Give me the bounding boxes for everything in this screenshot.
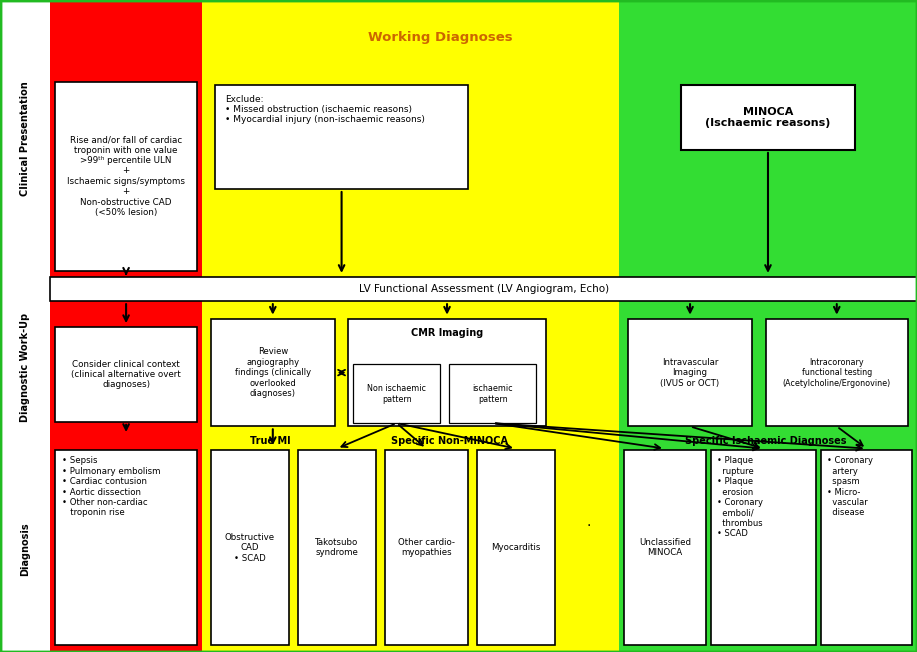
Text: Unclassified
MINOCA: Unclassified MINOCA xyxy=(639,538,691,557)
Text: Takotsubo
syndrome: Takotsubo syndrome xyxy=(315,538,359,557)
Text: • Plaque
  rupture
• Plaque
  erosion
• Coronary
  emboli/
  thrombus
• SCAD: • Plaque rupture • Plaque erosion • Coro… xyxy=(717,456,763,538)
Text: • Sepsis
• Pulmonary embolism
• Cardiac contusion
• Aortic dissection
• Other no: • Sepsis • Pulmonary embolism • Cardiac … xyxy=(62,456,160,518)
Bar xyxy=(766,319,908,426)
Text: Consider clinical context
(clinical alternative overt
diagnoses): Consider clinical context (clinical alte… xyxy=(72,360,181,389)
Text: Specific Non-MINOCA: Specific Non-MINOCA xyxy=(391,436,508,447)
Text: Obstructive
CAD
• SCAD: Obstructive CAD • SCAD xyxy=(225,533,275,563)
Text: Rise and/or fall of cardiac
troponin with one value
>99ᵗʰ percentile ULN
+
Ischa: Rise and/or fall of cardiac troponin wit… xyxy=(67,135,185,217)
Text: True MI: True MI xyxy=(250,436,291,447)
Bar xyxy=(202,0,619,652)
Bar xyxy=(449,364,536,423)
Text: Diagnostic Work-Up: Diagnostic Work-Up xyxy=(20,312,30,422)
Bar xyxy=(55,327,197,422)
Text: Review
angiography
findings (clinically
overlooked
diagnoses): Review angiography findings (clinically … xyxy=(235,348,311,398)
Text: • Coronary
  artery
  spasm
• Micro-
  vascular
  disease: • Coronary artery spasm • Micro- vascula… xyxy=(827,456,873,518)
Bar xyxy=(215,85,468,189)
Text: Specific Ischaemic Diagnoses: Specific Ischaemic Diagnoses xyxy=(685,436,846,447)
Bar xyxy=(619,0,917,652)
Text: Alternative Diagnoses: Alternative Diagnoses xyxy=(65,436,187,447)
Text: Working Diagnoses: Working Diagnoses xyxy=(368,31,513,44)
Text: Intracoronary
functional testing
(Acetylcholine/Ergonovine): Intracoronary functional testing (Acetyl… xyxy=(782,358,891,387)
Bar xyxy=(50,277,917,301)
Bar xyxy=(680,85,856,150)
Bar xyxy=(298,450,376,645)
Bar xyxy=(385,450,468,645)
Bar xyxy=(624,450,706,645)
Bar xyxy=(50,0,202,652)
Bar xyxy=(628,319,752,426)
Text: ischaemic
pattern: ischaemic pattern xyxy=(472,384,514,404)
Bar xyxy=(55,450,197,645)
Text: Intravascular
Imaging
(IVUS or OCT): Intravascular Imaging (IVUS or OCT) xyxy=(660,358,720,387)
Bar xyxy=(353,364,440,423)
Text: .: . xyxy=(587,514,591,529)
Bar xyxy=(821,450,912,645)
Text: Exclude:
• Missed obstruction (ischaemic reasons)
• Myocardial injury (non-ischa: Exclude: • Missed obstruction (ischaemic… xyxy=(225,95,425,125)
Bar xyxy=(0,0,50,652)
Text: LV Functional Assessment (LV Angiogram, Echo): LV Functional Assessment (LV Angiogram, … xyxy=(359,284,609,294)
Text: MINOCA
(Ischaemic reasons): MINOCA (Ischaemic reasons) xyxy=(705,106,831,128)
Text: Diagnosis: Diagnosis xyxy=(20,523,30,576)
Bar xyxy=(55,82,197,271)
Bar xyxy=(348,319,546,426)
Bar xyxy=(211,319,335,426)
Bar xyxy=(477,450,555,645)
Text: Non ischaemic
pattern: Non ischaemic pattern xyxy=(367,384,426,404)
Text: CMR Imaging: CMR Imaging xyxy=(411,328,483,338)
Bar xyxy=(711,450,816,645)
Text: Clinical Presentation: Clinical Presentation xyxy=(20,82,30,196)
Text: Myocarditis: Myocarditis xyxy=(492,543,540,552)
Text: Other cardio-
myopathies: Other cardio- myopathies xyxy=(398,538,455,557)
Bar xyxy=(211,450,289,645)
